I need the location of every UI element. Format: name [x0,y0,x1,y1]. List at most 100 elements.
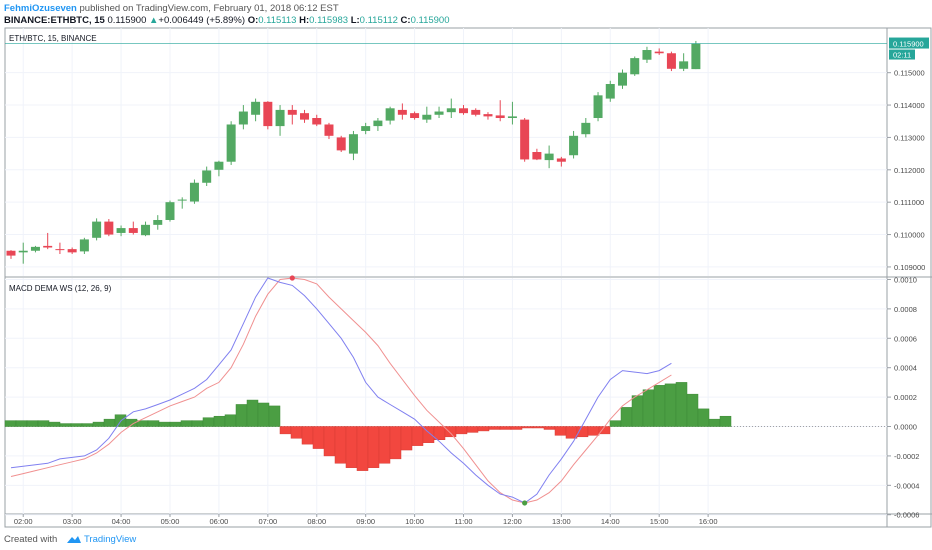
candle-body-up [275,109,285,127]
candle-body-up [226,124,236,162]
histogram-bar-positive [4,420,17,427]
histogram-bar-positive [642,389,655,427]
author-link[interactable]: FehmiOzuseven [4,3,77,14]
candle-body-down [666,53,676,69]
histogram-bar-positive [653,385,666,427]
candle-body-up [177,199,187,201]
time-tick-label: 06:00 [210,517,229,526]
price-tick-label: 0.109000 [894,263,925,272]
last-price-tag [889,37,929,49]
candle-body-up [618,72,627,86]
time-tick-label: 02:00 [14,517,33,526]
candle-body-up [30,246,40,251]
candle-body-up [189,182,199,202]
candle-body-down [532,152,542,160]
candle-body-down [104,221,114,235]
histogram-bar-negative [334,426,347,464]
candle-body-down [471,109,481,115]
candle-body-up [141,224,151,236]
candle-body-down [324,124,334,136]
histogram-bar-negative [356,426,369,471]
candle-body-up [446,108,456,113]
price-tick-label: 0.110000 [894,231,925,240]
candle-body-up [385,108,395,121]
time-tick-label: 10:00 [405,517,424,526]
candle-body-down [287,109,297,115]
macd-tick-label: 0.0004 [894,364,917,373]
time-tick-label: 13:00 [552,517,571,526]
candle-body-down [128,228,138,233]
candle-body-up [92,221,102,238]
macd-tick-label: 0.0000 [894,423,917,432]
low-label: L: [350,15,360,26]
time-tick-label: 04:00 [112,517,131,526]
price-tick-label: 0.113000 [894,133,925,142]
candle-body-down [556,158,566,162]
macd-tick-label: -0.0004 [894,481,919,490]
histogram-bar-negative [411,426,424,446]
candle-body-down [495,115,505,119]
histogram-bar-positive [169,421,182,427]
bearish-cross-marker [289,275,295,281]
last-price: 0.115900 [107,15,147,26]
histogram-bar-positive [664,383,677,427]
price-tick-label: 0.115000 [894,69,925,78]
histogram-bar-positive [81,423,94,427]
change-arrow-icon: ▲ [149,15,159,26]
candle-body-down [520,119,530,160]
macd-pane-title: MACD DEMA WS (12, 26, 9) [9,284,112,293]
candle-body-up [165,202,175,220]
candle-body-down [397,109,407,115]
time-tick-label: 08:00 [307,517,326,526]
symbol-label: BINANCE:ETHBTC, 15 [4,15,105,26]
candle-body-up [361,126,371,131]
time-tick-label: 14:00 [601,517,620,526]
histogram-bar-negative [488,426,501,430]
time-tick-label: 03:00 [63,517,82,526]
histogram-bar-positive [92,421,105,427]
histogram-bar-negative [400,426,413,451]
signal-line [10,277,672,504]
candle-body-up [434,111,444,115]
time-tick-label: 05:00 [161,517,180,526]
histogram-bar-positive [26,420,39,427]
histogram-bar-positive [697,408,710,427]
histogram-bar-negative [290,426,303,439]
time-tick-label: 12:00 [503,517,522,526]
candle-body-up [422,114,432,120]
candle-body-down [459,108,469,114]
histogram-bar-negative [323,426,336,457]
histogram-bar-positive [235,404,248,427]
tradingview-logo-icon [66,535,81,543]
histogram-bar-positive [202,417,215,427]
candle-body-up [214,161,224,170]
price-tick-label: 0.112000 [894,166,925,175]
candle-body-up [605,84,615,99]
candle-body-down [43,245,53,248]
histogram-bar-positive [213,415,226,427]
time-tick-label: 07:00 [258,517,277,526]
candle-body-down [410,113,420,119]
macd-tick-label: -0.0006 [894,511,919,520]
histogram-bar-positive [719,415,732,427]
time-tick-label: 15:00 [650,517,669,526]
close-value: 0.115900 [410,15,450,26]
tradingview-brand[interactable]: TradingView [83,534,137,545]
candle-body-up [202,170,212,183]
open-value: 0.115113 [258,15,297,26]
macd-tick-label: 0.0008 [894,305,917,314]
time-tick-label: 11:00 [454,517,472,526]
histogram-bar-positive [609,420,622,427]
histogram-bar-negative [554,426,567,436]
histogram-bar-negative [510,426,523,430]
candle-body-up [116,228,126,233]
histogram-bar-negative [301,426,314,445]
candle-body-up [251,101,261,115]
histogram-bar-negative [367,426,380,468]
candle-body-down [67,249,77,253]
time-tick-label: 16:00 [699,517,718,526]
histogram-bar-negative [455,426,468,435]
histogram-bar-positive [37,420,50,427]
low-value: 0.115112 [359,15,398,26]
